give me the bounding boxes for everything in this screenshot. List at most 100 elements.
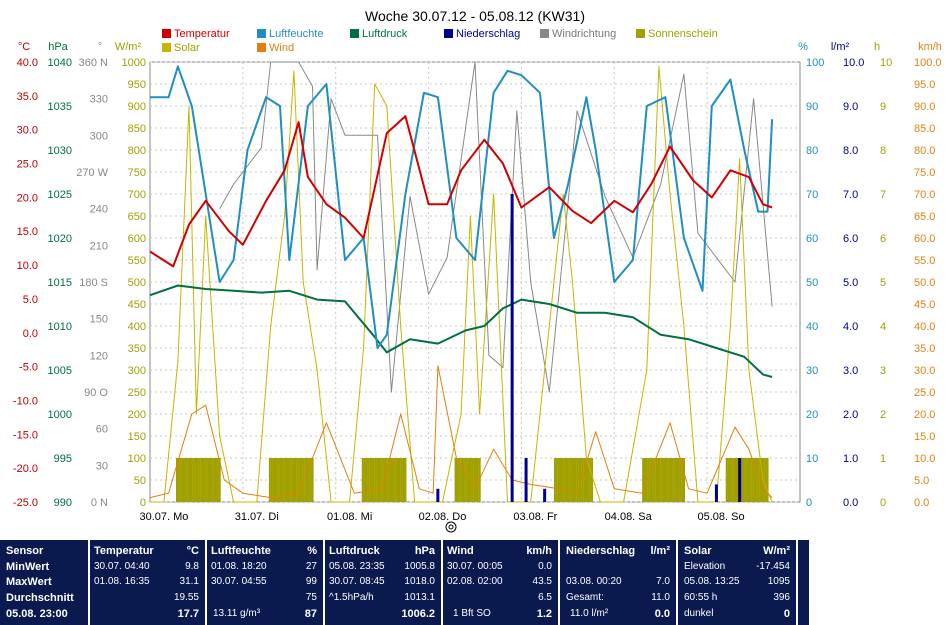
temperature-min-time: 30.07. 04:40 [94,561,150,572]
x-axis-labels: 30.07. Mo 31.07. Di 01.08. Mi 02.08. Do 03.0… [139,511,744,523]
temperature-max-value: 31.1 [179,576,199,587]
sunshine-bar [553,458,556,502]
axis-tick-label: 80.0 [914,145,935,157]
legend-label: Luftfeuchte [269,28,323,40]
sunshine-bar [285,458,288,502]
sunshine-bar [384,458,386,502]
axis-tick-label: 0 [880,497,886,509]
sunshine-bar [572,458,575,502]
x-tick-label: 01.08. Mi [327,511,372,523]
sunshine-bar [574,458,577,502]
sunshine-bar [766,458,769,502]
axis-tick-label: 95.0 [914,79,935,91]
axis-tick-label: 20 [806,409,818,421]
temperature-max-time: 01.08. 16:35 [94,576,150,587]
sunshine-bar [309,458,312,502]
sunshine-bar [561,458,564,502]
sunshine-bar [649,458,652,502]
rain-panel: Niederschlag l/m² 03.08. 00:20 7.0 Gesamt:… [560,540,676,625]
sunshine-bar [268,458,271,502]
sunshine-bar [475,458,477,502]
axis-tick-label: 300 [90,130,108,142]
sunshine-bar [578,458,581,502]
sunshine-bar [372,458,375,502]
sunshine-bar [304,458,307,502]
sunshine-bar [298,458,301,502]
legend-label: Niederschlag [456,28,520,40]
temperature-now-value: 17.7 [177,608,199,620]
sunshine-bar [736,458,739,502]
x-tick-label: 04.08. Sa [605,511,653,523]
x-tick-label: 30.07. Mo [139,511,188,523]
legend-swatch [162,29,171,38]
pressure-min-time: 05.08. 23:35 [329,561,385,572]
statistics-table: Sensor MinWert MaxWert Durchschnitt 05.0… [0,540,950,625]
axis-unit: hPa [48,41,68,53]
rain-sum: 11.0 l/m² [570,608,609,619]
sunshine-bar [198,458,201,502]
axis-tick-label: 900 [128,101,146,113]
sunshine-bar [751,458,754,502]
rain-header: Niederschlag [566,545,636,557]
sunshine-bar [397,458,399,502]
sunshine-bar [404,458,407,502]
axis-tick-label: 8 [880,145,886,157]
sunshine-bar [576,458,579,502]
axis-tick-label: 1020 [48,233,72,245]
rain-bar [510,194,514,502]
sunshine-bar [296,458,299,502]
axis-unit: ° [98,41,102,53]
axis-tick-label: 1005 [48,365,72,377]
scroll-handle-icon[interactable] [445,521,457,533]
axis-tick-label: 30.0 [914,365,935,377]
legend-label: Sonnenschein [648,28,718,40]
axis-ticks: 40.035.030.025.020.015.010.05.00.0-5.0-1… [13,57,942,509]
humidity-min-time: 01.08. 18:20 [211,561,267,572]
axis-tick-label: -20.0 [13,463,38,475]
humidity-panel: Luftfeuchte% 01.08. 18:20 27 30.07. 04:55… [207,540,323,625]
axis-tick-label: 6 [880,233,886,245]
series-layer [149,61,774,503]
sunshine-bar [192,458,195,502]
axis-tick-label: 55.0 [914,255,935,267]
sunshine-bar [570,458,573,502]
sunshine-bar [287,458,290,502]
sunshine-bar [374,458,377,502]
axis-tick-label: 7 [880,189,886,201]
sunshine-bar [651,458,654,502]
sunshine-bar [200,458,203,502]
series-line-luftdruck [149,284,773,378]
axis-tick-label: 100 [128,453,146,465]
sunshine-bar [181,458,184,502]
avg-label: Durchschnitt [6,592,74,604]
stats-filler [798,540,809,625]
axis-tick-label: 500 [128,277,146,289]
humidity-header: Luftfeuchte [211,545,271,557]
pressure-min-value: 1005.8 [404,561,435,572]
pressure-avg-value: 1013.1 [404,592,435,603]
axis-tick-label: 100.0 [914,57,942,69]
humidity-unit: % [307,545,317,557]
humidity-max-time: 30.07. 04:55 [211,576,267,587]
solar-max-time: 05.08. 13:25 [684,576,740,587]
pressure-now-value: 1006.2 [401,608,435,620]
sunshine-bar [749,458,752,502]
axis-unit: l/m² [831,41,850,53]
temperature-avg-value: 19.55 [173,592,199,603]
sunshine-bar [465,458,468,502]
sunshine-bar [203,458,206,502]
pressure-panel: Luftdruck hPa 05.08. 23:35 1005.8 30.07. 0… [325,540,441,625]
axis-tick-label: 80 [806,145,818,157]
axis-tick-label: 360 N [79,57,108,69]
pressure-unit: hPa [414,545,435,557]
axis-tick-label: 4 [880,321,886,333]
sunshine-bar [729,458,732,502]
axis-tick-label: 1015 [48,277,72,289]
axis-tick-label: 210 [90,240,108,252]
axis-tick-label: 100 [806,57,824,69]
sunshine-bar [583,458,586,502]
rain-bar [543,488,547,502]
sunshine-bar [280,458,282,502]
sunshine-bar [306,458,308,502]
axis-tick-label: 750 [128,167,146,179]
